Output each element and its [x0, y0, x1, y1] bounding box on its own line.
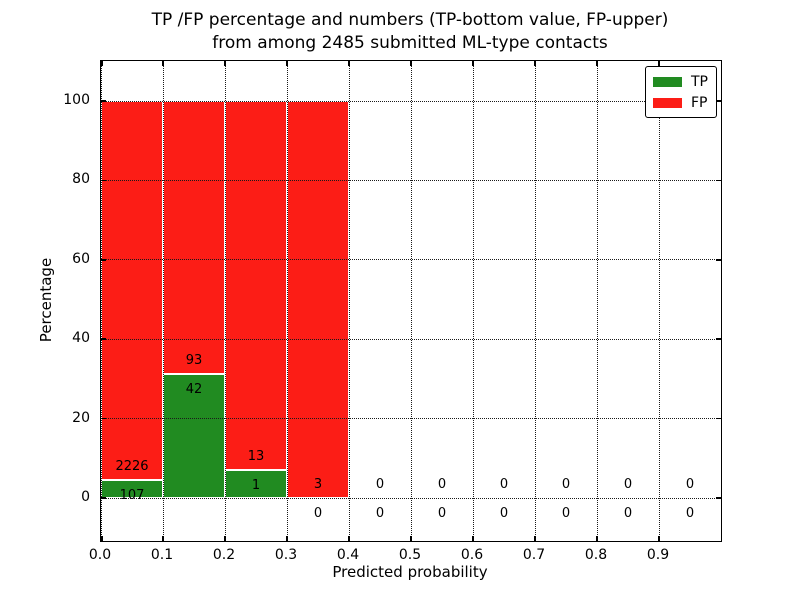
- fp-count-label: 0: [437, 477, 447, 492]
- y-tick-label: 40: [72, 330, 90, 347]
- tp-count-label: 0: [313, 506, 323, 521]
- fp-count-label: 13: [247, 448, 265, 464]
- tp-legend-swatch: [653, 76, 682, 87]
- y-tick-left: [101, 497, 106, 499]
- y-tick-left: [101, 259, 106, 261]
- y-tick-right: [716, 259, 721, 261]
- y-tick-left: [101, 179, 106, 182]
- fp-bar: [101, 101, 163, 480]
- legend: TP FP: [645, 66, 717, 118]
- fp-bar: [163, 101, 225, 375]
- x-tick-top: [286, 61, 288, 66]
- x-tick-label: 0.4: [336, 547, 360, 563]
- tp-legend-label: TP: [691, 73, 708, 90]
- y-tick-label: 60: [72, 250, 90, 267]
- x-tick-bottom: [224, 536, 226, 541]
- v-gridline: [162, 61, 164, 541]
- fp-legend-swatch: [653, 97, 682, 108]
- y-tick-left: [101, 417, 106, 420]
- plot-area: TP FP 2226 107 93 42 13 1 3 0 0 0 0 0 0 0 0 0 0 0 0 0: [100, 60, 722, 542]
- tp-count-label: 0: [437, 506, 447, 521]
- y-tick-left: [101, 338, 106, 340]
- fp-count-label: 2226: [115, 458, 149, 474]
- tp-count-label: 42: [185, 382, 203, 398]
- fp-count-label: 0: [375, 477, 385, 492]
- chart-title-line2: from among 2485 submitted ML-type contac…: [212, 33, 608, 53]
- fp-count-label: 0: [499, 477, 509, 492]
- v-gridline: [596, 61, 598, 541]
- fp-bar: [225, 101, 287, 470]
- fp-legend-label: FP: [691, 94, 708, 111]
- tp-count-label: 0: [499, 506, 509, 521]
- x-tick-bottom: [162, 536, 164, 541]
- x-tick-label: 0.6: [460, 547, 484, 563]
- tp-count-label: 107: [119, 487, 145, 503]
- x-tick-label: 0.1: [150, 547, 174, 563]
- x-tick-top: [596, 61, 598, 66]
- legend-item-tp: TP: [653, 71, 708, 92]
- fp-count-label: 3: [313, 477, 323, 492]
- tp-count-label: 0: [623, 506, 633, 521]
- x-tick-label: 0.3: [274, 547, 298, 563]
- y-tick-right: [716, 497, 721, 499]
- v-gridline: [286, 61, 288, 541]
- x-tick-top: [101, 61, 103, 66]
- x-tick-top: [472, 61, 474, 66]
- fp-count-label: 93: [185, 353, 203, 369]
- x-axis-label: Predicted probability: [332, 563, 488, 581]
- y-tick-right: [716, 179, 721, 182]
- fp-bar: [287, 101, 349, 498]
- x-tick-top: [224, 61, 226, 66]
- y-tick-right: [716, 100, 721, 102]
- x-tick-label: 0.7: [522, 547, 546, 563]
- x-tick-top: [534, 61, 536, 66]
- tp-count-label: 0: [375, 506, 385, 521]
- fp-count-label: 0: [623, 477, 633, 492]
- y-tick-label: 20: [72, 409, 90, 426]
- x-tick-bottom: [101, 536, 103, 541]
- x-tick-bottom: [348, 536, 350, 541]
- y-tick-left: [101, 100, 106, 102]
- x-tick-top: [162, 61, 164, 66]
- tp-bar: [163, 374, 225, 498]
- x-tick-top: [348, 61, 350, 66]
- tp-bar: [225, 469, 287, 498]
- x-tick-label: 0.0: [88, 547, 112, 563]
- v-gridline: [348, 61, 350, 541]
- x-tick-label: 0.2: [212, 547, 236, 563]
- y-tick-right: [716, 417, 721, 420]
- v-gridline: [472, 61, 474, 541]
- x-tick-bottom: [596, 536, 598, 541]
- chart-title-line1: TP /FP percentage and numbers (TP-bottom…: [151, 10, 669, 30]
- v-gridline: [534, 61, 536, 541]
- v-gridline: [410, 61, 412, 541]
- tp-count-label: 0: [561, 506, 571, 521]
- x-tick-top: [658, 61, 660, 66]
- x-tick-bottom: [286, 536, 288, 541]
- fp-count-label: 0: [561, 477, 571, 492]
- v-gridline: [101, 61, 102, 541]
- v-gridline: [224, 61, 226, 541]
- y-tick-right: [716, 338, 721, 340]
- tp-count-label: 0: [685, 506, 695, 521]
- y-tick-label: 100: [63, 92, 90, 108]
- x-tick-label: 0.5: [398, 547, 422, 563]
- y-tick-label: 0: [81, 489, 90, 505]
- tp-count-label: 1: [251, 477, 261, 493]
- y-tick-label: 80: [72, 171, 90, 188]
- x-tick-bottom: [658, 536, 660, 541]
- x-tick-label: 0.8: [584, 547, 608, 563]
- fp-count-label: 0: [685, 477, 695, 492]
- x-tick-label: 0.9: [646, 547, 670, 563]
- x-tick-bottom: [410, 536, 412, 541]
- legend-item-fp: FP: [653, 92, 708, 113]
- v-gridline: [658, 61, 660, 541]
- x-tick-bottom: [472, 536, 474, 541]
- x-tick-top: [410, 61, 412, 66]
- x-tick-bottom: [534, 536, 536, 541]
